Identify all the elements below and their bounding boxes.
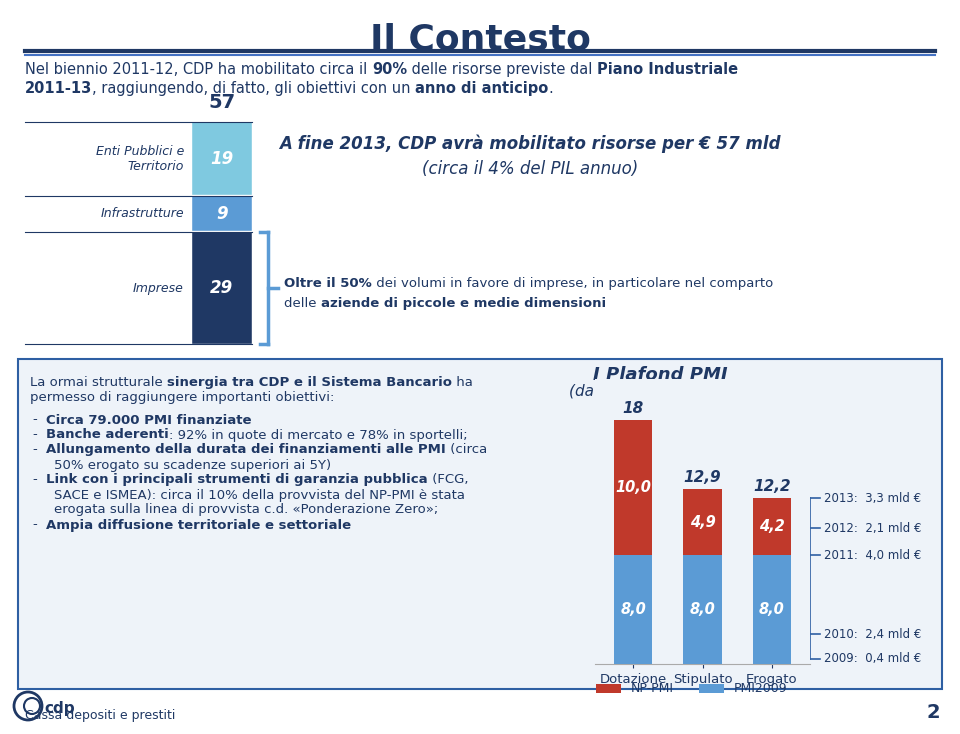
- Text: aziende di piccole e medie dimensioni: aziende di piccole e medie dimensioni: [321, 297, 606, 310]
- Text: cdp: cdp: [44, 700, 75, 716]
- Text: 29: 29: [210, 279, 233, 297]
- Text: A fine 2013, CDP avrà mobilitato risorse per € 57 mld: A fine 2013, CDP avrà mobilitato risorse…: [279, 135, 780, 153]
- Text: Link con i principali strumenti di garanzia pubblica: Link con i principali strumenti di garan…: [46, 473, 427, 487]
- Text: ha: ha: [452, 376, 473, 389]
- Text: 57: 57: [208, 93, 235, 112]
- Text: Enti Pubblici e
Territorio: Enti Pubblici e Territorio: [96, 145, 184, 172]
- Text: delle risorse previste dal: delle risorse previste dal: [407, 62, 597, 77]
- Text: Il Contesto: Il Contesto: [370, 22, 590, 56]
- Text: 2: 2: [926, 703, 940, 722]
- Text: Piano Industriale: Piano Industriale: [597, 62, 738, 77]
- Text: SACE e ISMEA): circa il 10% della provvista del NP-PMI è stata: SACE e ISMEA): circa il 10% della provvi…: [54, 489, 465, 501]
- Text: -: -: [32, 413, 36, 426]
- Text: 12,2: 12,2: [753, 479, 791, 495]
- Text: 2010:  2,4 mld €: 2010: 2,4 mld €: [824, 628, 922, 641]
- Text: 50% erogato su scadenze superiori ai 5Y): 50% erogato su scadenze superiori ai 5Y): [54, 459, 331, 471]
- Text: 2012:  2,1 mld €: 2012: 2,1 mld €: [824, 522, 922, 535]
- Text: permesso di raggiungere importanti obiettivi:: permesso di raggiungere importanti obiet…: [30, 391, 334, 404]
- Text: 12,9: 12,9: [684, 470, 721, 485]
- Text: , raggiungendo, di fatto, gli obiettivi con un: , raggiungendo, di fatto, gli obiettivi …: [92, 81, 416, 96]
- Text: 8,0: 8,0: [689, 602, 715, 617]
- Bar: [614, 420, 652, 556]
- Text: anno di anticipo: anno di anticipo: [416, 81, 548, 96]
- Text: (circa: (circa: [445, 443, 487, 457]
- Text: 90%: 90%: [372, 62, 407, 77]
- Text: (dati a novembre 2013): (dati a novembre 2013): [569, 384, 751, 399]
- Bar: [753, 556, 791, 664]
- Text: -: -: [32, 443, 36, 457]
- Bar: [192, 232, 252, 344]
- Text: Infrastrutture: Infrastrutture: [101, 207, 184, 220]
- Text: Imprese: Imprese: [133, 282, 184, 294]
- Text: .: .: [548, 81, 553, 96]
- Text: (FCG,: (FCG,: [427, 473, 468, 487]
- Text: 18: 18: [622, 401, 644, 415]
- Text: (circa il 4% del PIL annuo): (circa il 4% del PIL annuo): [421, 160, 638, 178]
- Text: Cassa depositi e prestiti: Cassa depositi e prestiti: [25, 709, 176, 722]
- Text: Allungamento della durata dei finanziamenti alle PMI: Allungamento della durata dei finanziame…: [46, 443, 445, 457]
- Text: Nel biennio 2011-12, CDP ha mobilitato circa il: Nel biennio 2011-12, CDP ha mobilitato c…: [25, 62, 372, 77]
- Text: 2011-13: 2011-13: [25, 81, 92, 96]
- Text: sinergia tra CDP e il Sistema Bancario: sinergia tra CDP e il Sistema Bancario: [167, 376, 452, 389]
- Text: Ampia diffusione territoriale e settoriale: Ampia diffusione territoriale e settoria…: [46, 518, 351, 531]
- Text: La ormai strutturale: La ormai strutturale: [30, 376, 167, 389]
- Text: 2011:  4,0 mld €: 2011: 4,0 mld €: [824, 549, 922, 562]
- Bar: [684, 489, 722, 556]
- Text: Oltre il 50%: Oltre il 50%: [284, 277, 372, 290]
- Bar: [614, 556, 652, 664]
- Text: -: -: [32, 473, 36, 487]
- Text: 2009:  0,4 mld €: 2009: 0,4 mld €: [824, 652, 922, 665]
- Bar: [192, 196, 252, 231]
- Text: Circa 79.000 PMI finanziate: Circa 79.000 PMI finanziate: [46, 413, 252, 426]
- Legend: NP-PMI, PMI2009: NP-PMI, PMI2009: [591, 677, 793, 700]
- Text: dei volumi in favore di imprese, in particolare nel comparto: dei volumi in favore di imprese, in part…: [372, 277, 773, 290]
- Text: 2013:  3,3 mld €: 2013: 3,3 mld €: [824, 492, 922, 505]
- Text: : 92% in quote di mercato e 78% in sportelli;: : 92% in quote di mercato e 78% in sport…: [169, 429, 468, 441]
- Text: erogata sulla linea di provvista c.d. «Ponderazione Zero»;: erogata sulla linea di provvista c.d. «P…: [54, 504, 439, 517]
- Text: I Plafond PMI: I Plafond PMI: [592, 366, 728, 384]
- Text: 4,2: 4,2: [759, 520, 784, 534]
- Bar: [753, 498, 791, 556]
- Text: 10,0: 10,0: [615, 480, 651, 495]
- Bar: [684, 556, 722, 664]
- Text: 8,0: 8,0: [759, 602, 784, 617]
- Text: Banche aderenti: Banche aderenti: [46, 429, 169, 441]
- Text: -: -: [32, 429, 36, 441]
- Text: 9: 9: [216, 205, 228, 222]
- Text: -: -: [32, 518, 36, 531]
- Text: delle: delle: [284, 297, 321, 310]
- Text: 8,0: 8,0: [620, 602, 646, 617]
- FancyBboxPatch shape: [18, 359, 942, 689]
- Text: 4,9: 4,9: [689, 515, 715, 530]
- Text: 19: 19: [210, 150, 233, 167]
- Bar: [192, 122, 252, 195]
